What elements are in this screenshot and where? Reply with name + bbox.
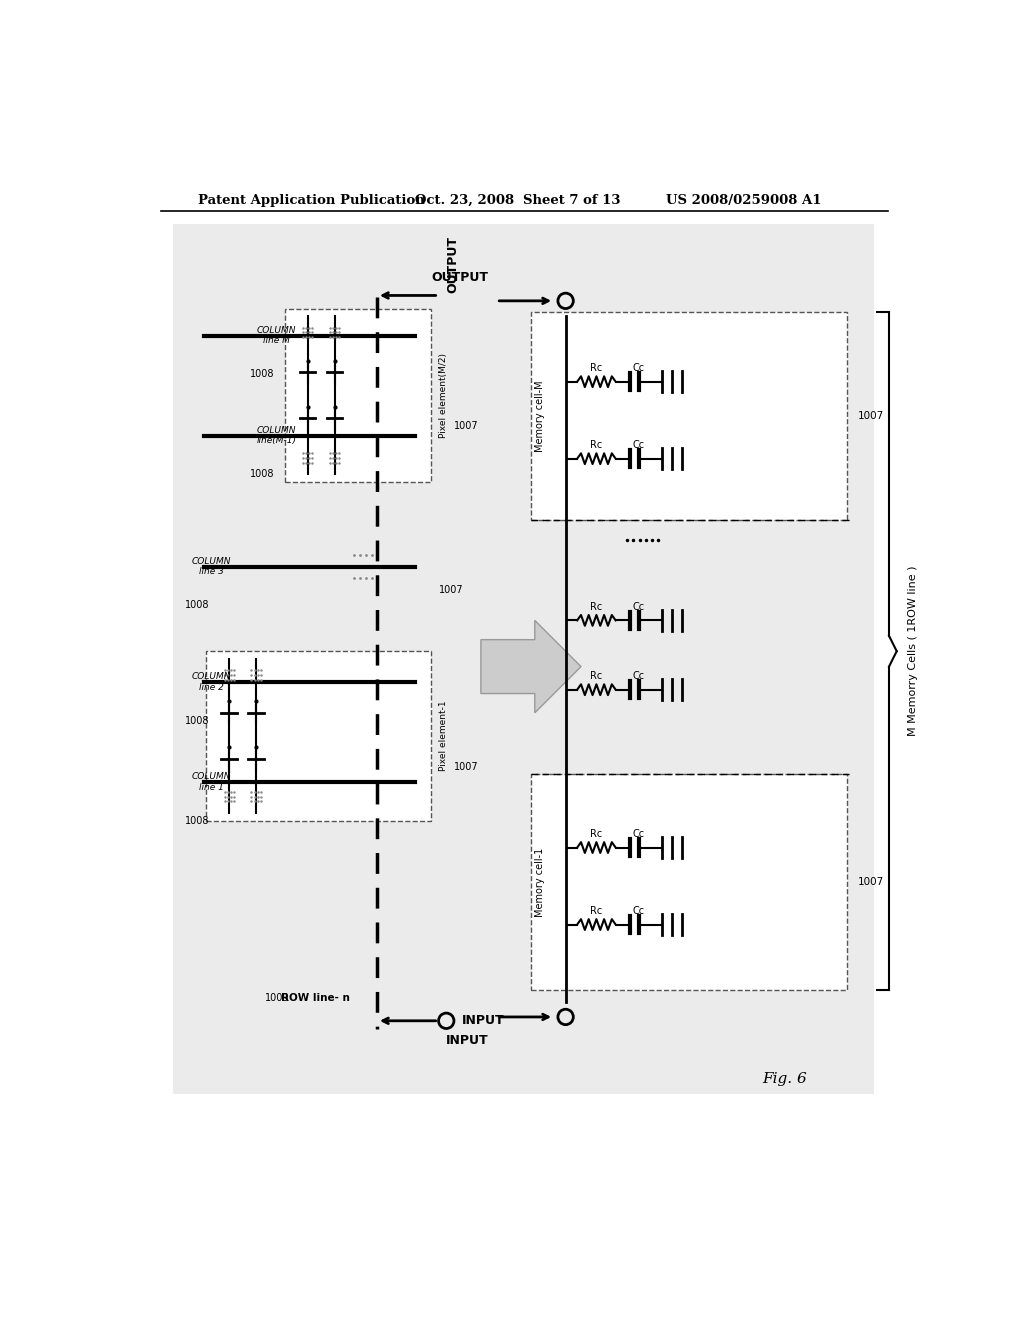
Text: COLUMN
line 1: COLUMN line 1 (191, 772, 231, 792)
Text: Cc: Cc (633, 906, 645, 916)
Text: Fig. 6: Fig. 6 (762, 1072, 807, 1085)
Text: ROW line- n: ROW line- n (281, 993, 350, 1003)
Text: COLUMN
line 2: COLUMN line 2 (191, 672, 231, 692)
FancyBboxPatch shape (531, 313, 847, 520)
Text: Oct. 23, 2008: Oct. 23, 2008 (416, 194, 515, 207)
Text: 1007: 1007 (454, 762, 478, 772)
Text: 1008: 1008 (250, 370, 274, 379)
Text: 1007: 1007 (454, 421, 478, 430)
Text: 1009: 1009 (265, 993, 290, 1003)
Text: COLUMN
line M: COLUMN line M (257, 326, 297, 346)
Text: 1008: 1008 (184, 816, 209, 825)
Text: OUTPUT: OUTPUT (431, 271, 488, 284)
Text: Rc: Rc (590, 363, 602, 372)
Text: Cc: Cc (633, 440, 645, 450)
Text: Rc: Rc (590, 440, 602, 450)
FancyBboxPatch shape (206, 651, 431, 821)
Text: Cc: Cc (633, 602, 645, 611)
Text: Rc: Rc (590, 602, 602, 611)
Text: 1008: 1008 (184, 715, 209, 726)
Text: 1008: 1008 (184, 601, 209, 610)
Text: 1007: 1007 (858, 412, 885, 421)
Text: Rc: Rc (590, 906, 602, 916)
Text: Patent Application Publication: Patent Application Publication (199, 194, 425, 207)
Text: 1008: 1008 (250, 469, 274, 479)
FancyBboxPatch shape (531, 775, 847, 990)
Text: Rc: Rc (590, 671, 602, 681)
Text: Memory cell-M: Memory cell-M (536, 380, 545, 453)
Text: M Memorry Cells ( 1ROW line ): M Memorry Cells ( 1ROW line ) (908, 566, 919, 737)
FancyBboxPatch shape (180, 235, 488, 1052)
Text: INPUT: INPUT (446, 1034, 488, 1047)
FancyBboxPatch shape (285, 309, 431, 482)
Text: COLUMN
line(M-1): COLUMN line(M-1) (257, 426, 297, 445)
Text: US 2008/0259008 A1: US 2008/0259008 A1 (666, 194, 821, 207)
Text: 1007: 1007 (438, 585, 463, 594)
Text: COLUMN
line 3: COLUMN line 3 (191, 557, 231, 577)
Text: Cc: Cc (633, 829, 645, 838)
Text: OUTPUT: OUTPUT (446, 236, 459, 293)
Text: Cc: Cc (633, 363, 645, 372)
Text: Rc: Rc (590, 829, 602, 838)
Text: Pixel element-1: Pixel element-1 (438, 701, 447, 771)
Text: Cc: Cc (633, 671, 645, 681)
Polygon shape (481, 620, 581, 713)
Text: INPUT: INPUT (462, 1014, 504, 1027)
FancyBboxPatch shape (173, 224, 873, 1094)
Text: 1007: 1007 (858, 878, 885, 887)
Text: Pixel element(M/2): Pixel element(M/2) (438, 352, 447, 438)
Text: Memory cell-1: Memory cell-1 (536, 847, 545, 917)
Text: Sheet 7 of 13: Sheet 7 of 13 (523, 194, 621, 207)
